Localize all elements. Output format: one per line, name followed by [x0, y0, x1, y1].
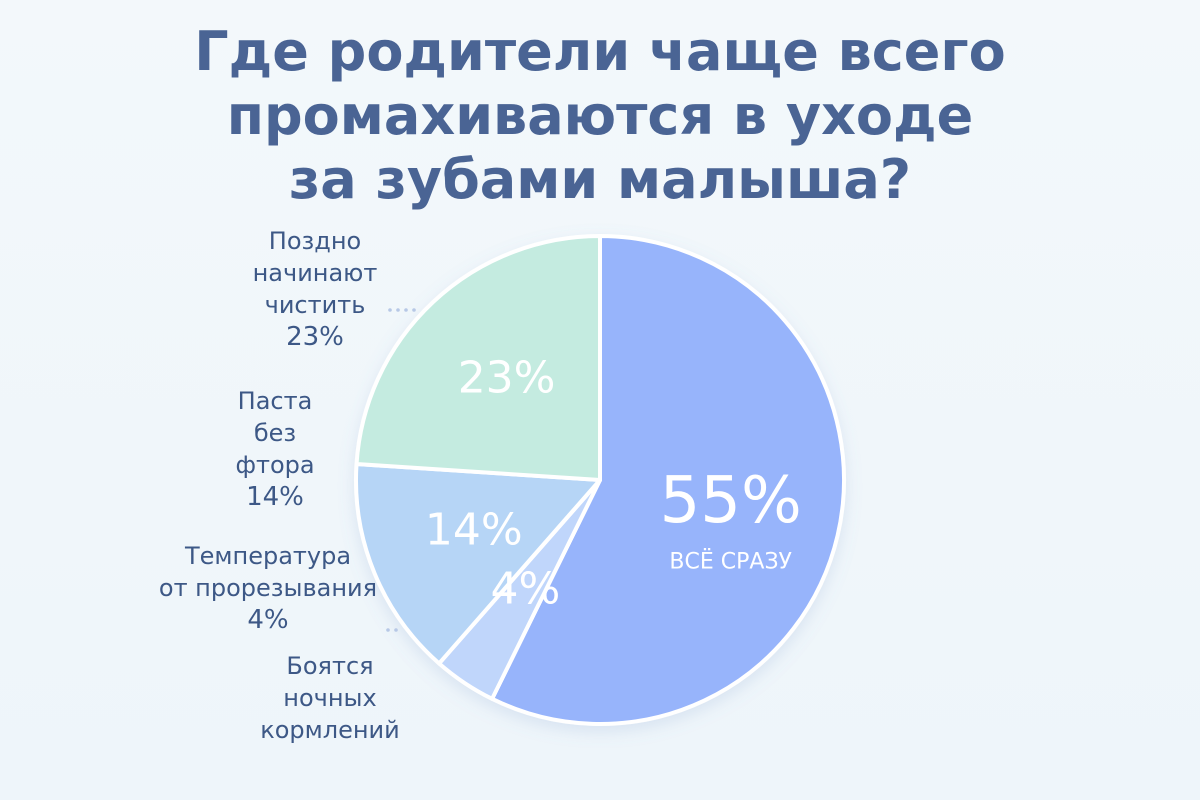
legend-fluoride-line-3: фтора [235, 451, 315, 479]
slice-category-label-1: ВСЁ СРАЗУ [669, 549, 792, 575]
legend-late-line-2: начинают [252, 259, 378, 287]
slice-value-label-4: 23% [458, 352, 556, 403]
legend-teething-percent: 4% [247, 605, 289, 635]
pie-slice-4 [354, 234, 602, 482]
legend-teething-line-2: от прорезывания [158, 574, 378, 602]
legend-label-late-brushing: Поздно начинают чистить 23% [245, 225, 385, 353]
pie-slices [354, 234, 846, 726]
leader-dot [386, 628, 390, 632]
legend-fluoride-line-2: без [253, 419, 297, 447]
leader-dot [388, 308, 392, 312]
slice-value-label-3: 14% [425, 504, 523, 555]
chart-title-line-3: за зубами малыша? [288, 148, 912, 211]
legend-night-line-3: кормлений [260, 716, 400, 744]
legend-label-teething-fever: Температура от прорезывания 4% [148, 540, 388, 636]
legend-late-line-3: чистить [264, 291, 366, 319]
leader-dot [412, 308, 416, 312]
pie-slice-1 [490, 234, 846, 726]
leader-dot [396, 308, 400, 312]
legend-night-line-1: Боятся [286, 652, 374, 680]
legend-night-line-2: ночных [283, 684, 377, 712]
legend-label-night-feeding: Боятся ночных кормлений [255, 650, 405, 746]
slice-value-label-1: 55% [660, 464, 802, 538]
legend-fluoride-percent: 14% [246, 482, 304, 512]
legend-fluoride-line-1: Паста [237, 387, 313, 415]
chart-title: Где родители чаще всего промахиваются в … [150, 20, 1050, 212]
slice-value-label-2: 4% [490, 564, 560, 615]
legend-late-percent: 23% [286, 322, 344, 352]
leader-dot [404, 308, 408, 312]
pie-slice-3 [354, 462, 602, 666]
legend-teething-line-1: Температура [184, 542, 352, 570]
leader-dot [394, 628, 398, 632]
legend-label-no-fluoride: Паста без фтора 14% [225, 385, 325, 513]
chart-title-line-2: промахиваются в уходе [226, 84, 974, 147]
chart-title-line-1: Где родители чаще всего [194, 20, 1006, 83]
legend-late-line-1: Поздно [268, 227, 362, 255]
